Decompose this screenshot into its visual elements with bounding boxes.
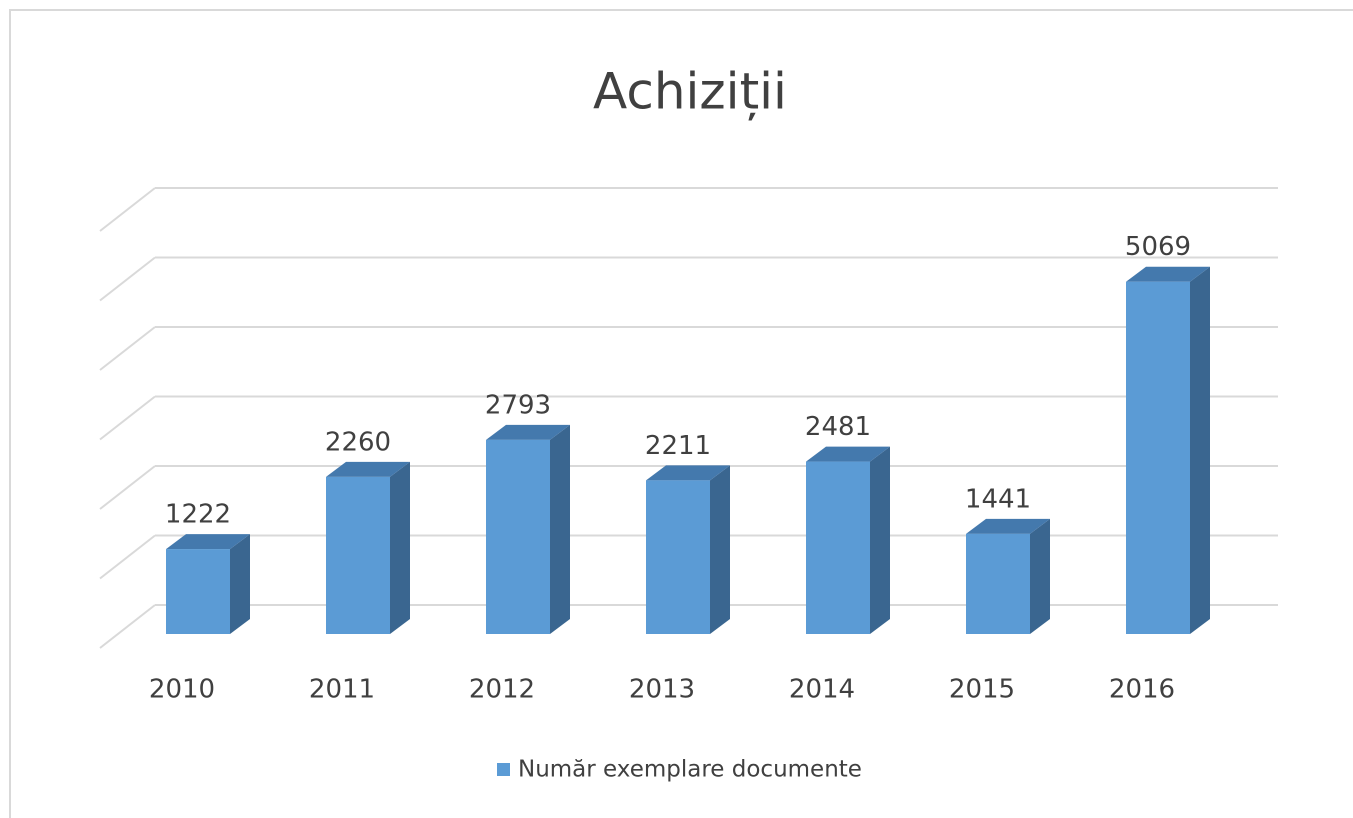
x-tick-label: 2012 [469, 675, 535, 705]
bar [166, 549, 230, 634]
bar-side [390, 461, 410, 634]
bar-top [646, 465, 730, 481]
bar-top [326, 461, 410, 477]
x-tick-label: 2010 [149, 675, 215, 705]
bar-side [230, 534, 250, 634]
x-tick-label: 2011 [309, 675, 375, 705]
legend-label: Număr exemplare documente [518, 757, 862, 783]
bar [326, 476, 390, 634]
chart-title: Achiziții [593, 63, 787, 121]
bar [806, 461, 870, 634]
side-grid-line [99, 187, 156, 232]
legend-swatch [497, 763, 510, 776]
bar-top [806, 446, 890, 462]
bar-top [1126, 266, 1210, 282]
x-tick-label: 2015 [949, 675, 1015, 705]
side-grid-line [99, 534, 156, 580]
x-tick-label: 2013 [629, 675, 695, 705]
side-grid-line [99, 604, 156, 649]
bar-side [710, 465, 730, 634]
bar-side [1030, 518, 1050, 634]
bar [1126, 281, 1190, 634]
bar-top [966, 518, 1050, 534]
bar-top [166, 534, 250, 550]
value-label: 2260 [325, 427, 391, 457]
bar-side [870, 446, 890, 634]
bar-side [1190, 266, 1210, 634]
side-grid-line [99, 465, 156, 510]
value-label: 2481 [805, 412, 871, 442]
value-label: 2211 [645, 431, 711, 461]
value-label: 5069 [1125, 232, 1191, 262]
x-tick-label: 2016 [1109, 675, 1175, 705]
bar [646, 480, 710, 634]
side-grid-line [99, 395, 156, 441]
x-tick-label: 2014 [789, 675, 855, 705]
value-label: 2793 [485, 390, 551, 420]
side-grid-line [99, 326, 156, 371]
bar-top [486, 424, 570, 440]
bar [966, 533, 1030, 634]
side-grid-line [99, 256, 156, 302]
bar-side [550, 424, 570, 634]
bar [486, 439, 550, 634]
value-label: 1222 [165, 500, 231, 530]
value-label: 1441 [965, 484, 1031, 514]
